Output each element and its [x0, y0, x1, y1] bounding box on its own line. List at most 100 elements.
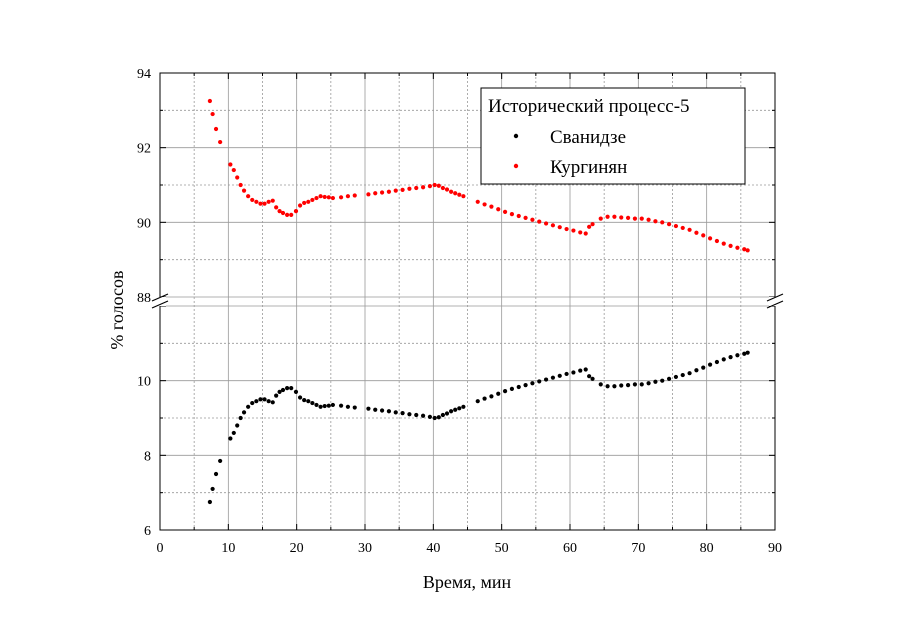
point-svanidze — [352, 405, 357, 410]
point-kurginyan — [530, 217, 535, 222]
axis-break-slash — [766, 300, 784, 309]
point-svanidze — [496, 391, 501, 396]
point-svanidze — [687, 371, 692, 376]
point-svanidze — [427, 414, 433, 419]
point-svanidze — [207, 499, 212, 505]
point-kurginyan — [590, 222, 595, 227]
point-kurginyan — [266, 199, 271, 204]
y-tick-label-upper: 90 — [137, 216, 151, 231]
point-svanidze — [714, 359, 720, 365]
point-svanidze — [509, 386, 515, 391]
point-kurginyan — [407, 186, 412, 191]
point-svanidze — [318, 404, 323, 409]
point-kurginyan — [366, 192, 371, 197]
point-kurginyan — [605, 214, 610, 219]
point-svanidze — [571, 370, 576, 375]
point-kurginyan — [310, 197, 315, 203]
point-svanidze — [564, 371, 569, 377]
point-kurginyan — [254, 199, 259, 204]
point-svanidze — [461, 404, 466, 409]
point-kurginyan — [625, 215, 631, 220]
point-svanidze — [213, 471, 219, 477]
x-axis-title: Время, мин — [423, 572, 512, 592]
point-svanidze — [330, 402, 335, 408]
point-kurginyan — [297, 203, 303, 208]
point-kurginyan — [289, 212, 294, 217]
point-svanidze — [735, 353, 740, 358]
point-kurginyan — [453, 191, 458, 196]
x-tick-label: 90 — [768, 541, 782, 556]
point-svanidze — [721, 357, 726, 362]
point-svanidze — [373, 407, 378, 412]
x-tick-label: 10 — [221, 541, 235, 556]
point-svanidze — [386, 409, 392, 414]
point-kurginyan — [516, 213, 521, 219]
point-kurginyan — [250, 197, 255, 203]
point-kurginyan — [207, 98, 212, 104]
point-svanidze — [277, 389, 282, 394]
point-svanidze — [632, 382, 638, 387]
point-svanidze — [475, 399, 480, 404]
point-svanidze — [543, 377, 549, 382]
point-kurginyan — [619, 215, 624, 220]
point-svanidze — [420, 413, 426, 418]
point-svanidze — [322, 403, 327, 409]
point-svanidze — [254, 399, 259, 404]
point-svanidze — [457, 406, 462, 411]
y-tick-label-lower: 8 — [144, 449, 151, 464]
point-svanidze — [393, 410, 398, 415]
point-svanidze — [619, 383, 624, 388]
tick-labels: 0 10 20 30 40 50 60 70 80 90 88 90 92 94 6 8 10 — [137, 67, 782, 556]
point-kurginyan — [414, 185, 419, 191]
point-kurginyan — [564, 226, 569, 232]
point-svanidze — [238, 415, 243, 421]
point-kurginyan — [231, 167, 236, 173]
point-svanidze — [285, 386, 290, 391]
point-svanidze — [625, 383, 631, 388]
point-kurginyan — [322, 194, 327, 200]
point-kurginyan — [523, 215, 528, 220]
point-kurginyan — [218, 139, 223, 145]
point-svanidze — [270, 400, 275, 405]
x-tick-label: 20 — [290, 541, 304, 556]
point-kurginyan — [701, 233, 706, 238]
point-svanidze — [246, 404, 251, 409]
x-tick-label: 30 — [358, 541, 372, 556]
point-kurginyan — [457, 192, 462, 197]
y-tick-label-upper: 88 — [137, 291, 151, 306]
axis-break-marks — [151, 293, 784, 309]
point-kurginyan — [680, 225, 685, 231]
y-tick-label-lower: 10 — [137, 375, 151, 390]
y-axis-title: % голосов — [107, 270, 127, 349]
point-kurginyan — [571, 228, 576, 233]
point-svanidze — [537, 379, 542, 384]
point-kurginyan — [285, 212, 290, 217]
point-svanidze — [557, 373, 562, 378]
point-svanidze — [293, 389, 299, 394]
y-tick-label-lower: 6 — [144, 524, 151, 539]
point-svanidze — [701, 365, 706, 370]
point-kurginyan — [537, 219, 542, 224]
point-kurginyan — [694, 230, 699, 235]
point-kurginyan — [241, 188, 247, 193]
point-svanidze — [530, 381, 535, 386]
point-svanidze — [231, 430, 236, 436]
point-kurginyan — [393, 188, 398, 193]
point-svanidze — [210, 486, 215, 492]
grid — [160, 73, 775, 530]
point-svanidze — [258, 397, 263, 402]
point-svanidze — [598, 382, 603, 387]
point-svanidze — [587, 374, 592, 379]
point-kurginyan — [639, 216, 644, 221]
point-svanidze — [502, 389, 508, 394]
point-kurginyan — [302, 200, 307, 206]
point-svanidze — [742, 351, 747, 356]
point-kurginyan — [543, 221, 549, 226]
point-kurginyan — [352, 193, 357, 198]
point-svanidze — [407, 412, 412, 417]
point-svanidze — [550, 375, 556, 380]
point-svanidze — [297, 395, 303, 400]
point-kurginyan — [432, 182, 437, 188]
point-kurginyan — [444, 187, 450, 192]
point-kurginyan — [646, 217, 651, 222]
